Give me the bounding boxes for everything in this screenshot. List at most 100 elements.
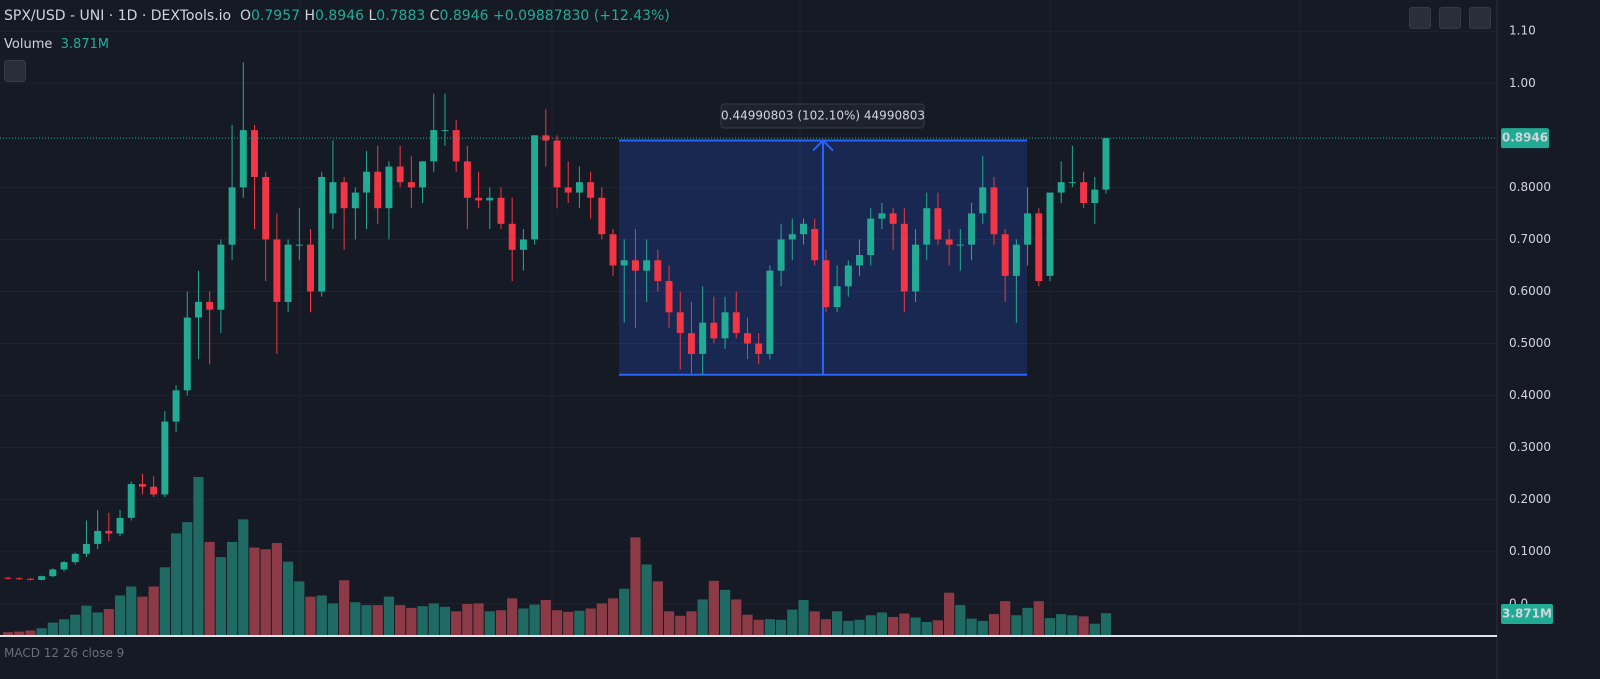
candle-body [463,161,471,198]
settings-button[interactable] [1469,7,1491,29]
volume-bar [1044,618,1056,635]
volume-badge [1501,604,1553,624]
volume-value: 3.871M [60,37,110,52]
arrow-head [812,139,834,152]
volume-bar [249,547,260,635]
volume-bar [988,614,1000,635]
candle-body [1001,234,1009,276]
volume-bar [238,519,249,635]
volume-bar [1022,607,1033,635]
candle-body [1012,244,1020,276]
down-button[interactable] [1409,7,1431,29]
volume-bar [708,580,719,635]
candle-body [687,333,695,354]
candle-body [1068,182,1076,184]
candle-body [183,317,191,391]
candle-body [564,187,572,193]
l-value: 0.7883 [376,8,426,24]
candle-body [934,208,942,240]
volume-bar [596,603,607,635]
volume-bar [753,619,764,635]
volume-bar [47,622,58,635]
candle-body [206,301,214,310]
candle-body [968,213,976,245]
close-button[interactable] [1439,7,1461,29]
volume-bar [944,592,955,635]
y-tick-label: 0.4000 [1509,388,1551,402]
volume-bar [81,605,92,635]
candle-body [587,182,595,198]
candle-body [508,223,516,250]
candle-body [676,312,684,334]
volume-bar [193,477,204,635]
y-tick-label: 0.6000 [1509,284,1551,298]
volume-bar [899,613,910,635]
candle-body [699,322,707,354]
candle-body [553,140,561,188]
volume-bar [1078,616,1089,635]
volume-bar [843,620,854,635]
candle-body [900,223,908,292]
volume-bar [1100,613,1112,635]
candle-body [643,260,651,271]
volume-bar [507,598,518,635]
candle-body [822,260,830,308]
candle-body [878,213,886,219]
volume-bar [932,620,944,635]
candle-body [385,166,393,209]
candle-body [833,286,841,308]
candle-body [844,265,852,287]
change: +0.09887830 (+12.43%) [492,8,670,24]
o-label: O [240,8,252,24]
candle-body [4,577,12,579]
candle-body [295,244,303,246]
candle-body [856,255,863,266]
y-tick-label: 1.00 [1509,76,1536,90]
volume-bar [114,595,126,635]
candle-body [217,244,225,310]
candle-body [620,260,628,266]
volume-bar [484,611,495,635]
measure-label-bg [720,103,925,129]
volume-label: Volume [4,37,53,52]
y-tick-label: 0.3000 [1509,440,1551,454]
candle-body [1080,182,1088,203]
volume-bar [473,603,484,635]
volume-bar [417,606,428,635]
candle-body [979,187,987,214]
o-value: 0.7957 [251,8,301,24]
candle-body [430,130,438,162]
volume-bar [686,611,697,635]
candle-body [1102,138,1110,190]
y-tick-label: 1.10 [1509,24,1536,38]
candle-body [26,578,34,580]
candle-body [486,197,494,201]
volume-bar [462,603,473,635]
candle-body [49,569,57,577]
candle-body [631,260,639,271]
candle-body [1035,213,1043,282]
volume-bar [294,581,305,635]
last-price-badge [1501,128,1549,149]
candle-body [777,239,785,271]
candle-body [519,239,527,250]
volume-bar [820,619,831,635]
volume-bar [977,620,988,635]
collapse-button[interactable] [4,60,26,82]
volume-bar [316,595,327,635]
volume-bar [350,602,361,635]
candle-body [374,171,382,209]
volume-bar [327,603,339,635]
volume-bar [451,611,462,635]
volume-bar [563,611,574,635]
volume-bar [383,596,395,635]
volume-bar [1089,623,1100,635]
volume-bar [439,606,451,635]
volume-bar [876,612,888,635]
y-tick-label: 0.5000 [1509,336,1551,350]
volume-bar [731,599,742,635]
volume-legend: Volume 3.871M [4,37,109,52]
candle-body [172,390,180,422]
legend: SPX/USD - UNI · 1D · DEXTools.io O0.7957… [4,8,670,24]
